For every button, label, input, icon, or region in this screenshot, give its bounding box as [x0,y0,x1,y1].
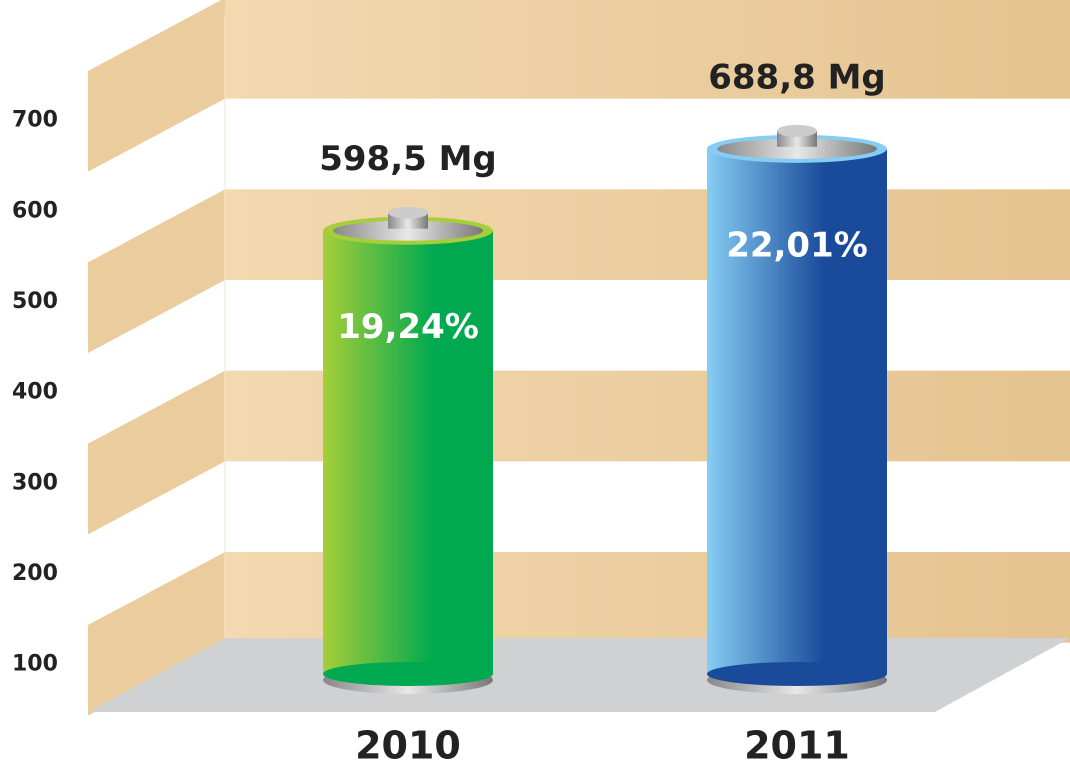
battery-bottom [707,662,887,686]
share-label: 22,01% [726,225,868,265]
y-tick-label: 700 [12,108,58,133]
wall-band [225,0,1070,99]
battery-top-plate [717,138,877,159]
bar [707,148,887,674]
share-label: 19,24% [337,307,479,347]
y-tick-label: 600 [12,198,58,223]
side-band [88,189,225,353]
value-label: 598,5 Mg [319,139,497,179]
value-label: 688,8 Mg [708,57,886,97]
x-tick-label: 2010 [355,724,461,768]
y-tick-label: 200 [12,561,58,586]
y-tick-label: 500 [12,289,58,314]
side-band [88,552,225,716]
x-tick-label: 2011 [744,724,850,768]
battery [323,206,493,694]
back-wall [88,0,1070,716]
battery-terminal-top [777,124,817,137]
floor [88,638,1070,712]
y-tick-label: 400 [12,380,58,405]
y-tick-label: 300 [12,470,58,495]
side-band [88,0,225,172]
bar [323,230,493,674]
battery-top-plate [333,220,483,241]
battery-terminal-top [388,206,428,219]
y-tick-label: 100 [12,652,58,677]
battery [707,124,887,694]
battery-bottom [323,662,493,686]
side-band [88,370,225,535]
